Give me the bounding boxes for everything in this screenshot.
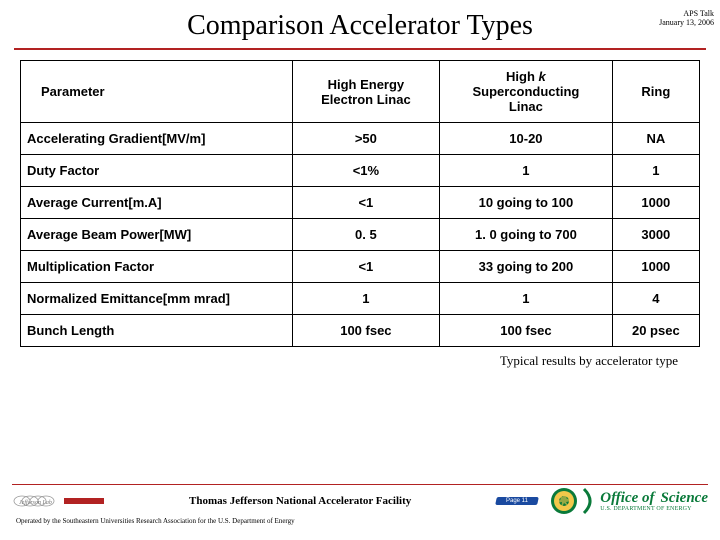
doe-seal-icon: [550, 487, 578, 515]
footer-right: Page 11 Office of Science: [496, 487, 708, 515]
table-row: Bunch Length100 fsec100 fsec20 psec: [21, 315, 700, 347]
table-footnote: Typical results by accelerator type: [20, 347, 700, 369]
value-cell: 1: [440, 155, 612, 187]
table-row: Average Beam Power[MW]0. 51. 0 going to …: [21, 219, 700, 251]
table-row: Multiplication Factor<133 going to 20010…: [21, 251, 700, 283]
footer-facility: Thomas Jefferson National Accelerator Fa…: [112, 495, 488, 507]
value-cell: <1: [292, 187, 440, 219]
title-rule: [14, 48, 705, 50]
param-cell: Multiplication Factor: [21, 251, 293, 283]
param-cell: Bunch Length: [21, 315, 293, 347]
table-wrap: Parameter High Energy Electron Linac Hig…: [0, 60, 720, 540]
value-cell: <1%: [292, 155, 440, 187]
param-cell: Normalized Emittance[mm mrad]: [21, 283, 293, 315]
office-text: Office of Science U.S. DEPARTMENT OF ENE…: [600, 490, 708, 512]
jlab-swirl-icon: Jefferson Lab: [12, 492, 62, 510]
value-cell: 100 fsec: [292, 315, 440, 347]
footer-rule: [12, 484, 708, 485]
param-cell: Average Beam Power[MW]: [21, 219, 293, 251]
value-cell: >50: [292, 123, 440, 155]
slide-title: Comparison Accelerator Types: [0, 10, 720, 42]
param-cell: Accelerating Gradient[MV/m]: [21, 123, 293, 155]
table-header-row: Parameter High Energy Electron Linac Hig…: [21, 61, 700, 123]
value-cell: 4: [612, 283, 699, 315]
value-cell: NA: [612, 123, 699, 155]
header-col2: High k Superconducting Linac: [440, 61, 612, 123]
table-row: Accelerating Gradient[MV/m]>5010-20NA: [21, 123, 700, 155]
comparison-table: Parameter High Energy Electron Linac Hig…: [20, 60, 700, 347]
corner-label: APS Talk January 13, 2006: [659, 10, 714, 28]
value-cell: 1000: [612, 251, 699, 283]
svg-text:Jefferson Lab: Jefferson Lab: [19, 499, 52, 506]
value-cell: 100 fsec: [440, 315, 612, 347]
corner-line2: January 13, 2006: [659, 19, 714, 28]
page-badge: Page 11: [495, 497, 539, 505]
table-row: Duty Factor<1%11: [21, 155, 700, 187]
slide: Comparison Accelerator Types APS Talk Ja…: [0, 0, 720, 540]
footer: Jefferson Lab Thomas Jefferson National …: [0, 484, 720, 540]
value-cell: 3000: [612, 219, 699, 251]
doe-label: U.S. DEPARTMENT OF ENERGY: [600, 506, 708, 512]
office-word: Office of: [600, 490, 654, 506]
swoosh-icon: [582, 487, 596, 515]
header-parameter: Parameter: [21, 61, 293, 123]
footer-operated: Operated by the Southeastern Universitie…: [12, 515, 708, 529]
value-cell: <1: [292, 251, 440, 283]
value-cell: 1. 0 going to 700: [440, 219, 612, 251]
header-col3: Ring: [612, 61, 699, 123]
header-col1: High Energy Electron Linac: [292, 61, 440, 123]
value-cell: 20 psec: [612, 315, 699, 347]
value-cell: 33 going to 200: [440, 251, 612, 283]
table-body: Accelerating Gradient[MV/m]>5010-20NADut…: [21, 123, 700, 347]
value-cell: 1: [440, 283, 612, 315]
office-of-science-logo: Office of Science U.S. DEPARTMENT OF ENE…: [550, 487, 708, 515]
value-cell: 10-20: [440, 123, 612, 155]
science-word: Science: [661, 490, 708, 506]
value-cell: 1000: [612, 187, 699, 219]
value-cell: 10 going to 100: [440, 187, 612, 219]
table-row: Normalized Emittance[mm mrad]114: [21, 283, 700, 315]
jlab-logo: Jefferson Lab: [12, 492, 104, 510]
value-cell: 0. 5: [292, 219, 440, 251]
value-cell: 1: [612, 155, 699, 187]
param-cell: Duty Factor: [21, 155, 293, 187]
title-area: Comparison Accelerator Types APS Talk Ja…: [0, 0, 720, 46]
value-cell: 1: [292, 283, 440, 315]
table-row: Average Current[m.A]<110 going to 100100…: [21, 187, 700, 219]
param-cell: Average Current[m.A]: [21, 187, 293, 219]
jlab-bar-icon: [64, 498, 104, 504]
footer-row: Jefferson Lab Thomas Jefferson National …: [12, 487, 708, 515]
